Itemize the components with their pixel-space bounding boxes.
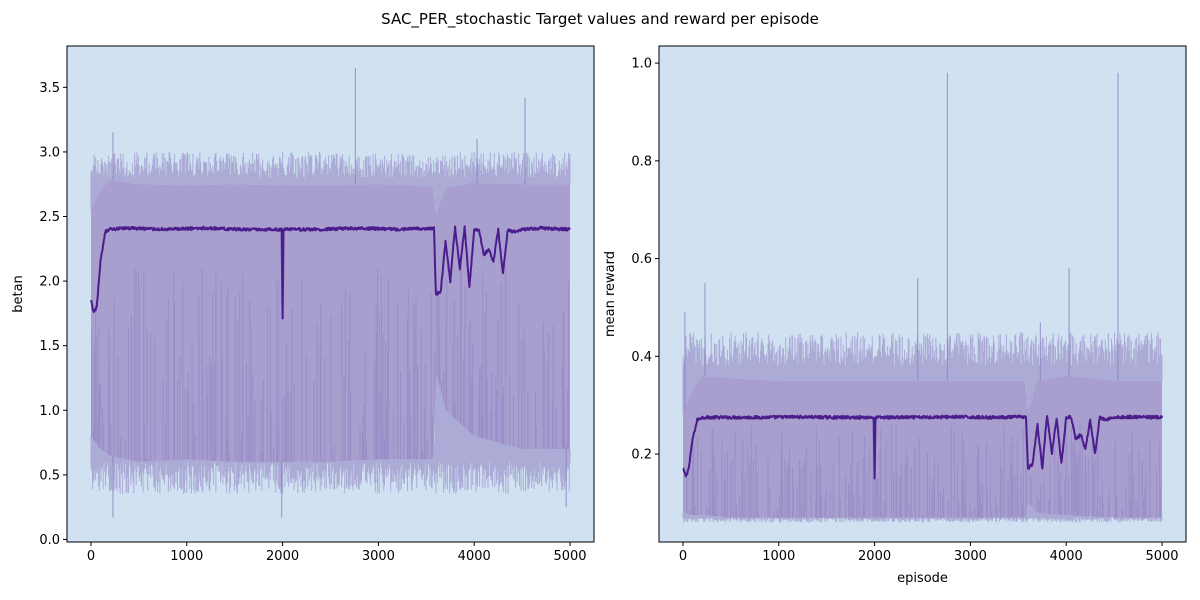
figure-title: SAC_PER_stochastic Target values and rew… (381, 10, 819, 29)
chart1-ytick-label-0: 0.2 (631, 448, 652, 463)
chart0-ytick-label-2: 1.0 (39, 404, 60, 419)
chart0-lower-spikes (90, 262, 571, 495)
chart1-series-layer (682, 72, 1163, 523)
chart1-ytick-label-4: 1.0 (631, 57, 652, 72)
chart1-lower-spikes (682, 419, 1163, 523)
chart1-std-band (683, 375, 1162, 518)
chart0-ytick-label-0: 0.0 (39, 533, 60, 548)
chart1-ytick-label-3: 0.8 (631, 154, 652, 169)
chart0-ytick-label-5: 2.5 (39, 210, 60, 225)
chart0-ytick-label-7: 3.5 (39, 81, 60, 96)
subplot-left-betan: 0 1000 2000 3000 4000 5000 0.0 0.5 1.0 1.5 2.0 2.5 3… (11, 45, 595, 564)
chart0-xtick-label-3: 3000 (362, 549, 395, 564)
chart0-ytick-label-6: 3.0 (39, 145, 60, 160)
chart0-mean-line (90, 225, 571, 320)
chart0-xtick-label-0: 0 (87, 549, 95, 564)
subplot-right-mean-reward: 0 1000 2000 3000 4000 5000 0.2 0.4 0.6 0.8 1.0 mean… (603, 45, 1187, 586)
chart0-ylabel: betan (11, 275, 26, 313)
chart0-upper-spikes (90, 152, 571, 217)
chart0-xtick-label-4: 4000 (458, 549, 491, 564)
chart1-ytick-label-1: 0.4 (631, 350, 652, 365)
chart1-ylabel: mean reward (603, 251, 618, 337)
chart1-xtick-label-1: 1000 (762, 549, 795, 564)
chart0-xtick-label-1: 1000 (170, 549, 203, 564)
chart1-xtick-label-4: 4000 (1050, 549, 1083, 564)
chart0-axes-frame (66, 45, 595, 543)
chart0-xtick-label-5: 5000 (553, 549, 586, 564)
chart0-xtick-label-2: 2000 (266, 549, 299, 564)
chart1-ytick-label-2: 0.6 (631, 252, 652, 267)
chart0-ytick-label-1: 0.5 (39, 468, 60, 483)
chart1-axes-frame (658, 45, 1187, 543)
chart1-xtick-label-0: 0 (679, 549, 687, 564)
chart1-xtick-label-5: 5000 (1145, 549, 1178, 564)
chart1-mean-line (682, 414, 1163, 480)
chart1-upper-spikes (682, 332, 1163, 415)
chart1-xtick-label-3: 3000 (954, 549, 987, 564)
chart0-ytick-label-3: 1.5 (39, 339, 60, 354)
chart0-ytick-label-4: 2.0 (39, 275, 60, 290)
chart1-xlabel: episode (897, 571, 948, 586)
chart1-xtick-label-2: 2000 (858, 549, 891, 564)
chart0-series-layer (90, 67, 571, 518)
